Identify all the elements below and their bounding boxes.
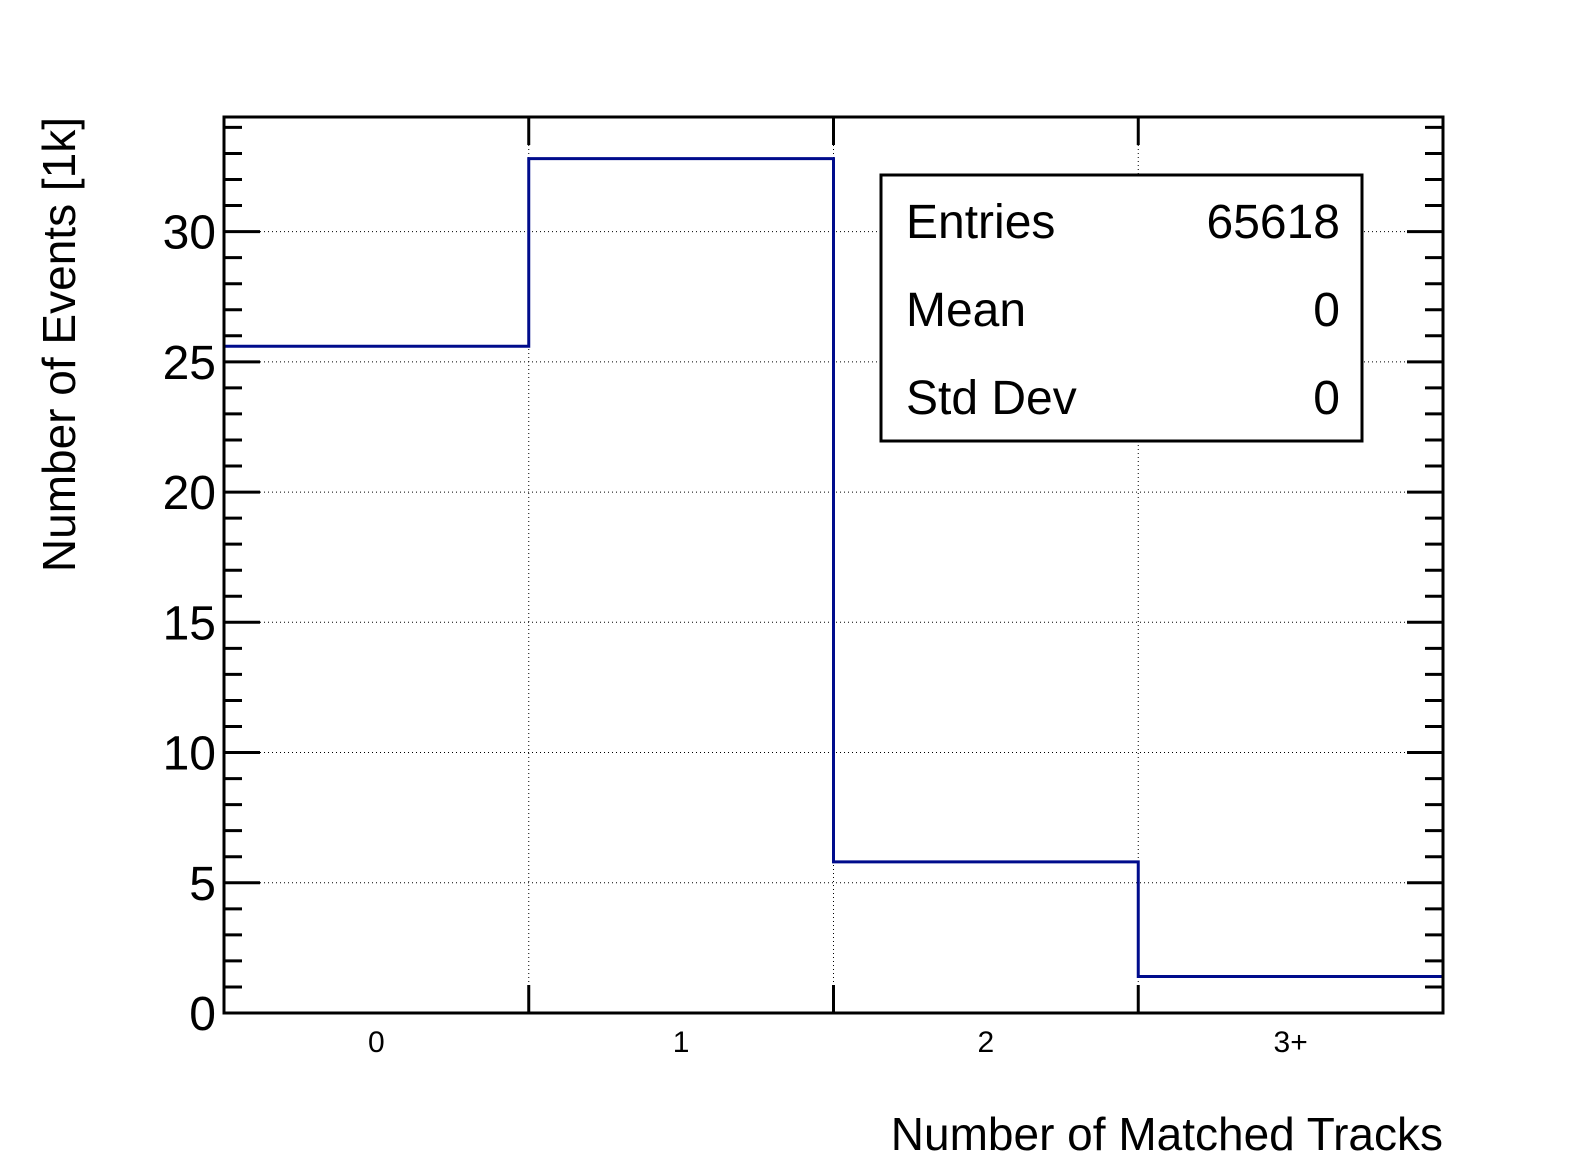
y-tick-labels: 0 5 10 15 20 25 30 [163,207,216,1041]
x-tick-label: 3+ [1274,1026,1308,1059]
x-axis-label: Number of Matched Tracks [891,1108,1443,1160]
stats-mean-value: 0 [1313,284,1340,337]
stats-stddev-label: Std Dev [906,372,1077,425]
stats-entries-value: 65618 [1207,196,1340,249]
stats-box-frame [879,173,1364,443]
x-tick-label: 0 [368,1026,385,1059]
stats-entries-label: Entries [906,196,1055,249]
stats-mean-label: Mean [906,284,1026,337]
x-tick-label: 1 [673,1026,690,1059]
y-tick-label: 25 [163,337,216,390]
y-tick-label: 30 [163,207,216,260]
stats-box: Entries 65618 Mean 0 Std Dev 0 [879,173,1364,443]
y-tick-label: 20 [163,467,216,520]
y-tick-label: 5 [189,858,216,911]
stats-stddev-value: 0 [1313,372,1340,425]
histogram-step-line [224,157,1443,979]
y-tick-label: 0 [189,988,216,1041]
x-tick-label: 2 [978,1026,995,1059]
y-tick-label: 10 [163,728,216,781]
axis-ticks [224,117,1443,1015]
y-tick-label: 15 [163,597,216,650]
y-axis-label: Number of Events [1k] [33,117,85,572]
x-tick-labels: 0 1 2 3+ [368,1026,1308,1059]
